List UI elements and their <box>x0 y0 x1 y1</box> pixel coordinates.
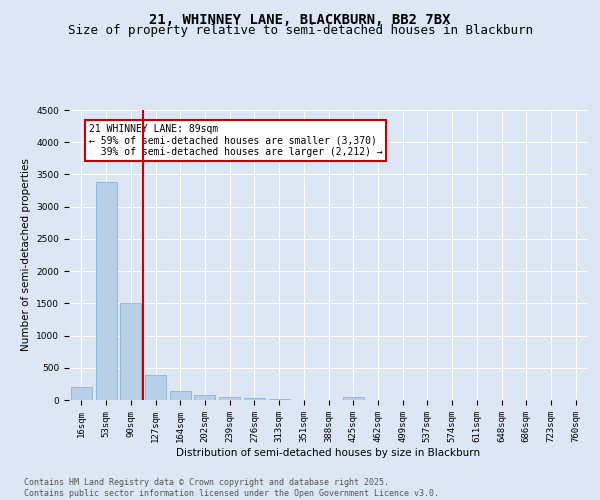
Text: Size of property relative to semi-detached houses in Blackburn: Size of property relative to semi-detach… <box>67 24 533 37</box>
Bar <box>244 398 265 400</box>
Bar <box>194 395 215 400</box>
Bar <box>120 304 141 400</box>
Bar <box>219 398 240 400</box>
Bar <box>170 392 191 400</box>
Bar <box>71 387 92 400</box>
Bar <box>145 375 166 400</box>
Bar <box>95 182 116 400</box>
Text: 21 WHINNEY LANE: 89sqm
← 59% of semi-detached houses are smaller (3,370)
  39% o: 21 WHINNEY LANE: 89sqm ← 59% of semi-det… <box>89 124 383 158</box>
Bar <box>343 398 364 400</box>
X-axis label: Distribution of semi-detached houses by size in Blackburn: Distribution of semi-detached houses by … <box>176 448 481 458</box>
Text: Contains HM Land Registry data © Crown copyright and database right 2025.
Contai: Contains HM Land Registry data © Crown c… <box>24 478 439 498</box>
Y-axis label: Number of semi-detached properties: Number of semi-detached properties <box>21 158 31 352</box>
Text: 21, WHINNEY LANE, BLACKBURN, BB2 7BX: 21, WHINNEY LANE, BLACKBURN, BB2 7BX <box>149 12 451 26</box>
